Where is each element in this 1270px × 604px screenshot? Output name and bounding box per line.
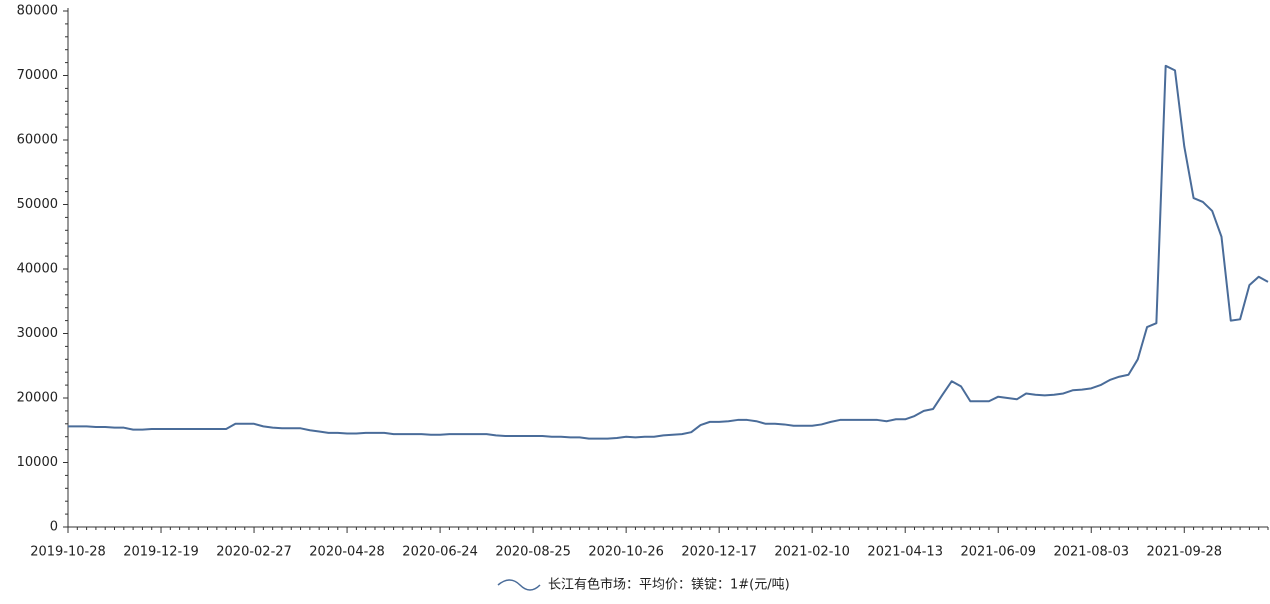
x-tick-label: 2021-04-13	[867, 545, 943, 560]
x-tick-label: 2020-02-27	[216, 545, 292, 560]
x-tick-label: 2019-12-19	[123, 545, 199, 560]
x-tick-label: 2021-02-10	[774, 545, 850, 560]
y-tick-label: 30000	[17, 326, 58, 341]
legend-label: 长江有色市场：平均价：镁锭：1#(元/吨)	[548, 577, 790, 593]
x-tick-label: 2020-10-26	[588, 545, 664, 560]
y-tick-label: 60000	[17, 133, 58, 148]
legend: 长江有色市场：平均价：镁锭：1#(元/吨)	[497, 577, 790, 593]
x-tick-label: 2021-06-09	[960, 545, 1036, 560]
x-tick-label: 2021-09-28	[1146, 545, 1222, 560]
y-tick-label: 20000	[17, 391, 58, 406]
legend-icon	[497, 579, 541, 591]
y-tick-label: 70000	[17, 68, 58, 83]
y-tick-label: 80000	[17, 4, 58, 19]
y-tick-label: 40000	[17, 262, 58, 277]
x-tick-label: 2020-08-25	[495, 545, 571, 560]
x-tick-label: 2020-12-17	[681, 545, 757, 560]
x-tick-label: 2019-10-28	[30, 545, 106, 560]
y-tick-label: 50000	[17, 197, 58, 212]
series-line	[68, 64, 1269, 440]
y-tick-label: 10000	[17, 455, 58, 470]
x-tick-label: 2021-08-03	[1053, 545, 1129, 560]
x-tick-label: 2020-06-24	[402, 545, 478, 560]
x-tick-label: 2020-04-28	[309, 545, 385, 560]
y-tick-label: 0	[50, 520, 58, 535]
